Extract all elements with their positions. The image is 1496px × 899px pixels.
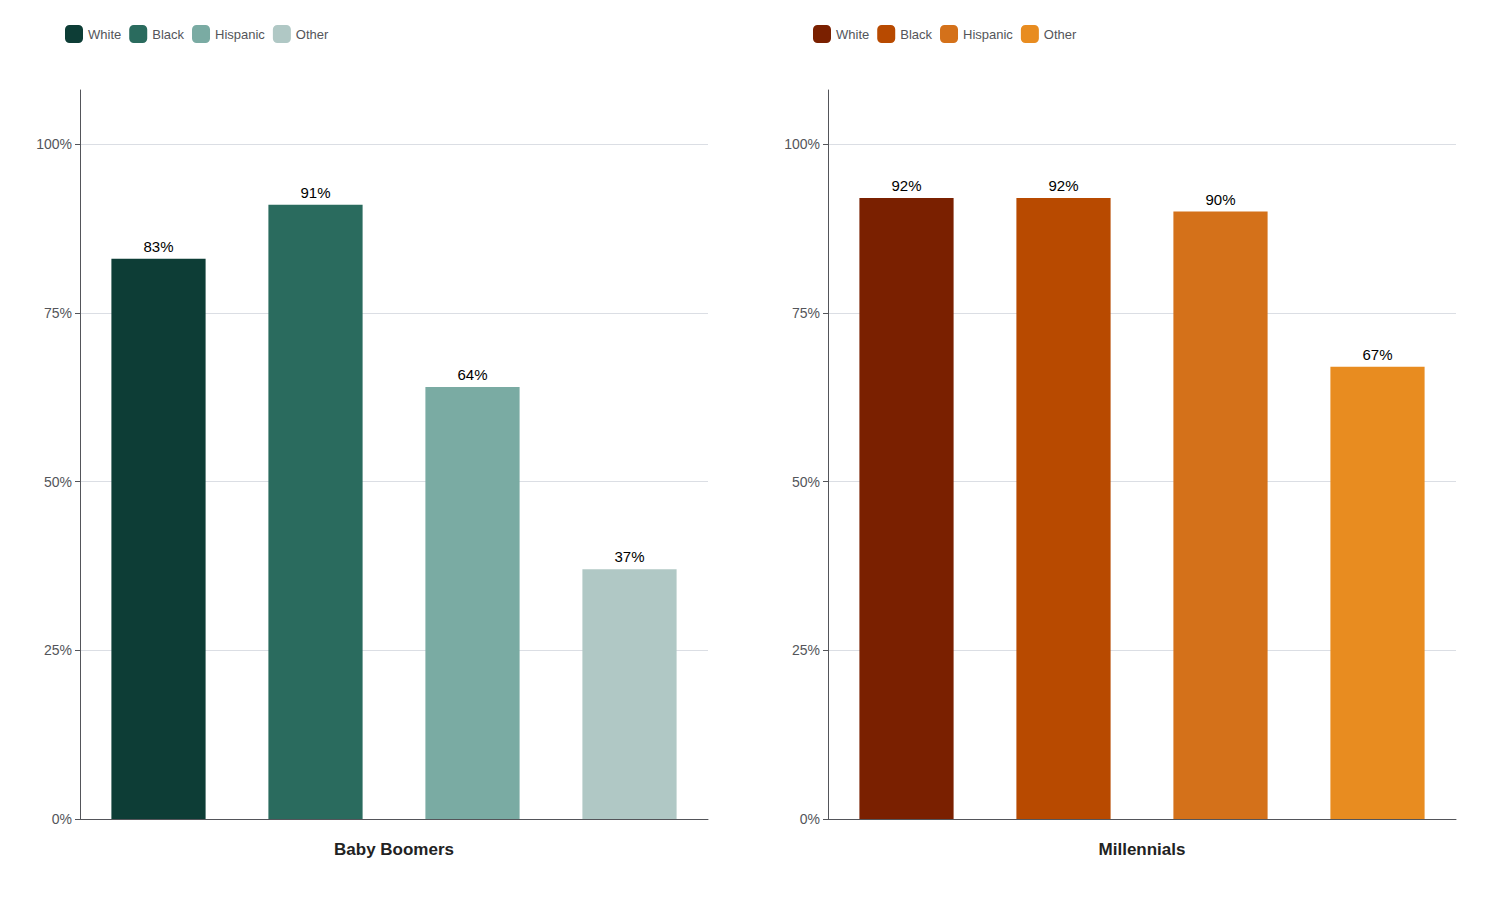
svg-text:83%: 83% [143,238,173,255]
svg-text:25%: 25% [44,642,72,658]
svg-text:37%: 37% [614,548,644,565]
svg-text:Other: Other [296,27,329,42]
svg-text:75%: 75% [44,305,72,321]
svg-text:92%: 92% [891,177,921,194]
svg-text:White: White [836,27,869,42]
svg-text:75%: 75% [792,305,820,321]
svg-text:50%: 50% [792,474,820,490]
svg-text:67%: 67% [1362,346,1392,363]
svg-text:90%: 90% [1205,191,1235,208]
svg-text:64%: 64% [457,366,487,383]
svg-text:Hispanic: Hispanic [215,27,265,42]
svg-text:91%: 91% [300,184,330,201]
svg-text:0%: 0% [800,811,820,827]
svg-text:92%: 92% [1048,177,1078,194]
svg-text:Millennials: Millennials [1099,840,1186,859]
svg-text:Other: Other [1044,27,1077,42]
svg-text:0%: 0% [52,811,72,827]
svg-text:100%: 100% [36,136,72,152]
svg-text:25%: 25% [792,642,820,658]
svg-text:Hispanic: Hispanic [963,27,1013,42]
svg-text:Black: Black [900,27,932,42]
svg-text:Black: Black [152,27,184,42]
svg-text:Baby Boomers: Baby Boomers [334,840,454,859]
svg-text:100%: 100% [784,136,820,152]
svg-text:White: White [88,27,121,42]
svg-text:50%: 50% [44,474,72,490]
